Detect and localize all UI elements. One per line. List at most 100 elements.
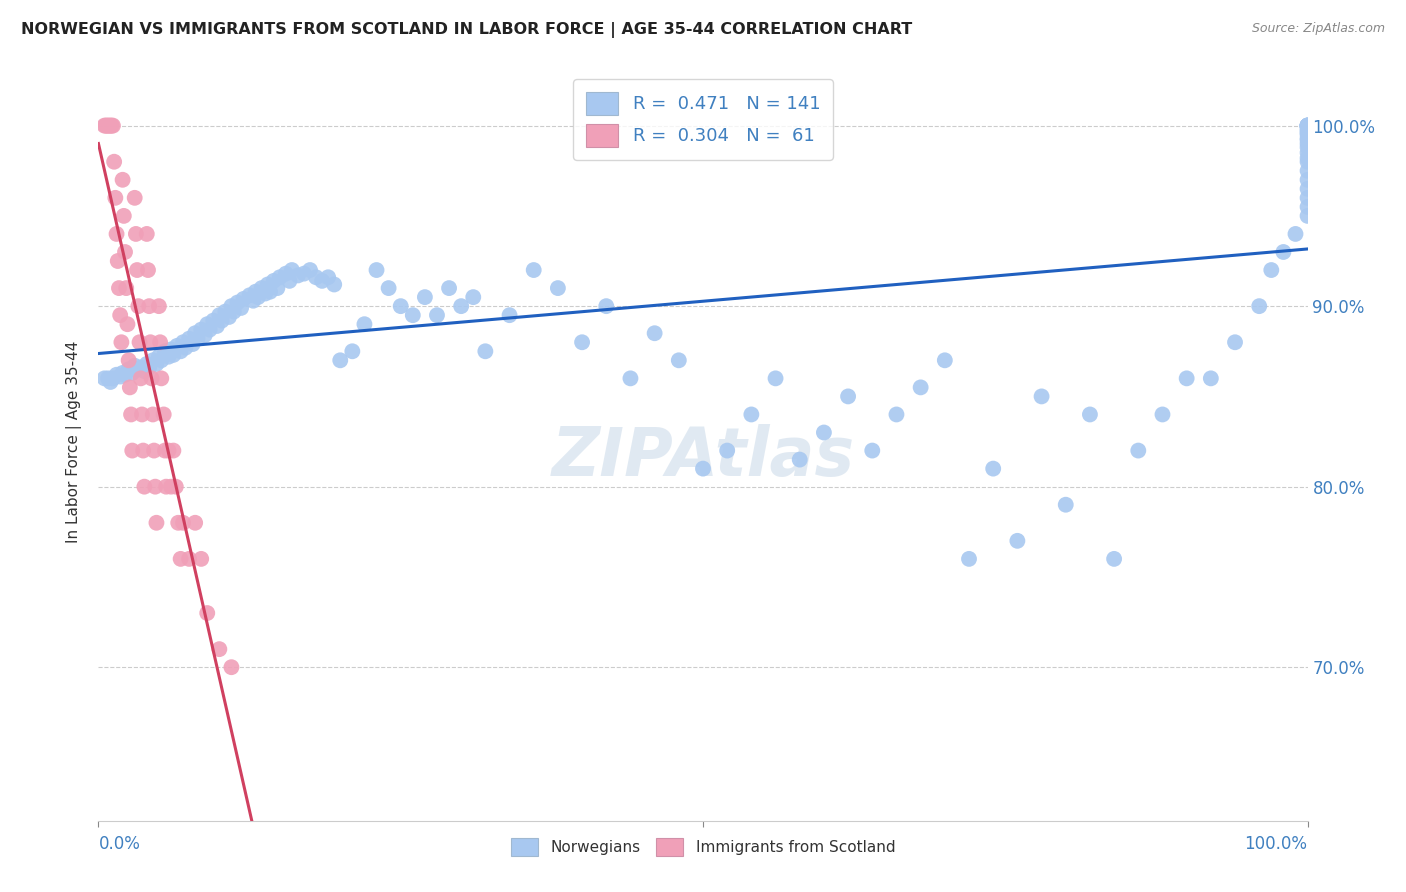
Point <box>105 368 128 382</box>
Point <box>245 285 267 299</box>
Point <box>1296 128 1319 142</box>
Point <box>124 191 146 205</box>
Text: 0.0%: 0.0% <box>98 835 141 853</box>
Point <box>463 290 485 304</box>
Point <box>111 366 134 380</box>
Point <box>1296 131 1319 145</box>
Point <box>1296 173 1319 187</box>
Point <box>239 288 262 302</box>
Point <box>105 227 128 241</box>
Point <box>127 362 149 376</box>
Point <box>136 263 159 277</box>
Point <box>138 299 160 313</box>
Point <box>150 371 173 385</box>
Point <box>108 369 131 384</box>
Point <box>115 281 138 295</box>
Point <box>1199 371 1222 385</box>
Point <box>765 371 787 385</box>
Point <box>218 310 240 324</box>
Point <box>157 443 180 458</box>
Point <box>208 642 231 657</box>
Point <box>644 326 666 341</box>
Point <box>595 299 617 313</box>
Point <box>148 299 170 313</box>
Point <box>1272 244 1295 259</box>
Point <box>278 274 301 288</box>
Point <box>142 408 165 422</box>
Point <box>134 480 156 494</box>
Point <box>169 552 191 566</box>
Point <box>118 380 141 394</box>
Point <box>287 268 309 283</box>
Point <box>1296 119 1319 133</box>
Point <box>172 335 194 350</box>
Point <box>1007 533 1029 548</box>
Point <box>190 552 212 566</box>
Point <box>169 344 191 359</box>
Point <box>1296 120 1319 135</box>
Point <box>450 299 472 313</box>
Point <box>145 357 167 371</box>
Point <box>1296 154 1319 169</box>
Point <box>269 270 291 285</box>
Point <box>195 317 218 331</box>
Point <box>1128 443 1150 458</box>
Point <box>250 281 273 295</box>
Point <box>426 308 449 322</box>
Point <box>100 119 122 133</box>
Point <box>1260 263 1282 277</box>
Point <box>1296 136 1319 151</box>
Point <box>132 443 155 458</box>
Point <box>184 326 207 341</box>
Point <box>121 443 143 458</box>
Point <box>1296 163 1319 178</box>
Point <box>232 292 254 306</box>
Point <box>195 606 218 620</box>
Point <box>112 209 135 223</box>
Point <box>547 281 569 295</box>
Point <box>142 353 165 368</box>
Point <box>118 362 141 376</box>
Text: 100.0%: 100.0% <box>1244 835 1308 853</box>
Point <box>181 337 204 351</box>
Point <box>1223 335 1246 350</box>
Point <box>165 480 187 494</box>
Point <box>150 353 173 368</box>
Point <box>117 317 139 331</box>
Point <box>226 295 249 310</box>
Point <box>1296 119 1319 133</box>
Point <box>143 480 166 494</box>
Point <box>131 408 153 422</box>
Point <box>108 308 131 322</box>
Point <box>205 318 228 333</box>
Point <box>366 263 388 277</box>
Point <box>134 364 156 378</box>
Point <box>254 286 277 301</box>
Point <box>323 277 346 292</box>
Point <box>247 290 270 304</box>
Point <box>263 274 285 288</box>
Point <box>221 299 243 313</box>
Point <box>94 119 117 133</box>
Point <box>256 277 278 292</box>
Point <box>259 285 281 299</box>
Point <box>498 308 520 322</box>
Point <box>342 344 364 359</box>
Point <box>571 335 593 350</box>
Point <box>194 328 217 343</box>
Y-axis label: In Labor Force | Age 35-44: In Labor Force | Age 35-44 <box>66 341 83 542</box>
Point <box>1296 140 1319 154</box>
Point <box>740 408 762 422</box>
Point <box>202 313 225 327</box>
Point <box>402 308 425 322</box>
Point <box>1296 191 1319 205</box>
Point <box>934 353 956 368</box>
Point <box>135 357 157 371</box>
Point <box>305 270 328 285</box>
Point <box>96 119 118 133</box>
Point <box>389 299 412 313</box>
Text: NORWEGIAN VS IMMIGRANTS FROM SCOTLAND IN LABOR FORCE | AGE 35-44 CORRELATION CHA: NORWEGIAN VS IMMIGRANTS FROM SCOTLAND IN… <box>21 22 912 38</box>
Point <box>474 344 496 359</box>
Point <box>162 443 184 458</box>
Point <box>97 371 120 385</box>
